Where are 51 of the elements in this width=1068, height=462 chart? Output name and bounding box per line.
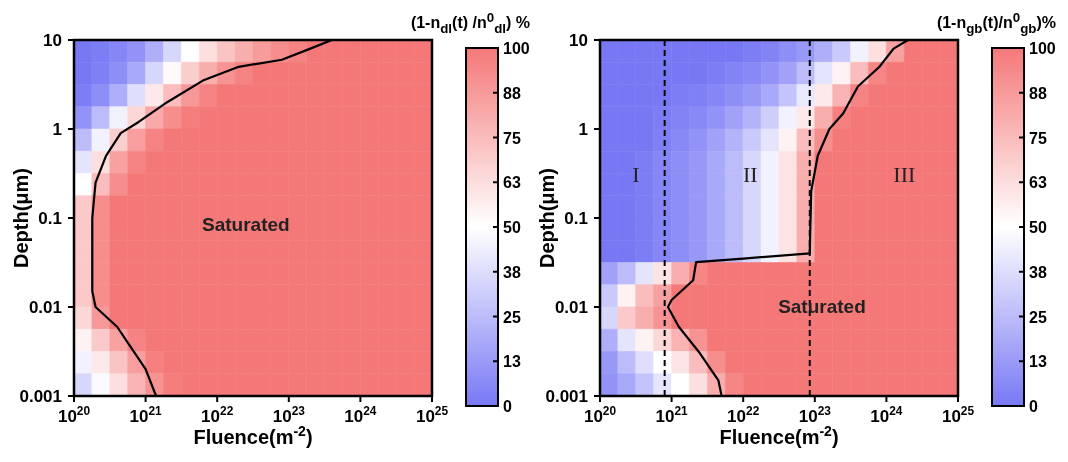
color-bar-label: 50 <box>1029 219 1047 236</box>
x-tick-label: 10$^{25}$ <box>415 404 449 426</box>
y-axis-title: Depth(μm) <box>10 168 32 268</box>
x-tick-label: 10$^{22}$ <box>727 404 760 426</box>
y-tick-label: 10 <box>569 31 588 50</box>
x-axis-title: Fluence(m$^{-2}$) <box>719 423 839 448</box>
color-bar-label: 13 <box>1029 353 1047 371</box>
y-tick-label: 1 <box>578 120 588 139</box>
annotation: II <box>743 162 758 189</box>
color-bar-title: (1-n$_{gb}$(t)/n$^{0}$$_{gb}$)% <box>936 10 1056 36</box>
annotation: Saturated <box>202 214 290 237</box>
color-bar-label: 75 <box>1029 129 1047 147</box>
y-tick-label: 0.001 <box>19 387 62 406</box>
y-tick-label: 0.001 <box>545 387 588 406</box>
color-bar-title: (1-n$_{dl}$(t) /n$^{0}$$_{dl}$) % <box>410 10 530 36</box>
color-bar-label: 88 <box>1029 84 1047 102</box>
color-bar-label: 88 <box>503 84 521 102</box>
x-tick-label: 10$^{25}$ <box>941 404 975 426</box>
y-tick-label: 10 <box>43 31 62 50</box>
color-bar-label: 13 <box>503 353 521 371</box>
y-tick-label: 0.1 <box>564 209 588 228</box>
annotation: III <box>893 162 916 189</box>
x-axis-title: Fluence(m$^{-2}$) <box>193 423 313 448</box>
y-tick-label: 0.1 <box>38 209 62 228</box>
color-bar-label: 25 <box>1029 308 1047 326</box>
x-tick-label: 10$^{21}$ <box>129 404 163 426</box>
x-tick-label: 10$^{23}$ <box>272 404 306 426</box>
x-tick-label: 10$^{21}$ <box>655 404 689 426</box>
color-bar-label: 100 <box>1029 40 1056 57</box>
color-bar-label: 63 <box>1029 174 1047 192</box>
x-tick-label: 10$^{24}$ <box>344 404 377 426</box>
x-tick-label: 10$^{20}$ <box>583 404 617 426</box>
color-bar-label: 0 <box>503 398 512 415</box>
y-tick-label: 1 <box>52 120 62 139</box>
y-tick-label: 0.01 <box>554 298 588 317</box>
annotation: I <box>632 162 640 189</box>
x-tick-label: 10$^{22}$ <box>201 404 234 426</box>
color-bar-label: 38 <box>1029 263 1047 281</box>
y-axis-title: Depth(μm) <box>536 168 558 268</box>
color-bar-label: 25 <box>503 308 521 326</box>
color-bar-label: 75 <box>503 129 521 147</box>
color-bar-label: 100 <box>503 40 530 57</box>
y-tick-label: 0.01 <box>28 298 62 317</box>
x-tick-label: 10$^{20}$ <box>57 404 91 426</box>
color-bar-label: 63 <box>503 174 521 192</box>
color-bar-label: 50 <box>503 219 521 236</box>
annotation: Saturated <box>778 296 866 318</box>
color-bar-label: 38 <box>503 263 521 281</box>
x-tick-label: 10$^{23}$ <box>798 404 832 426</box>
x-tick-label: 10$^{24}$ <box>870 404 903 426</box>
color-bar-label: 0 <box>1029 398 1038 415</box>
